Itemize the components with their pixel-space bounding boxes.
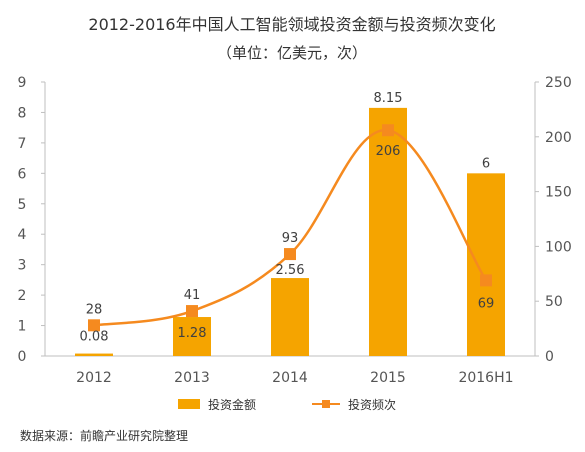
line-data-label: 206 (376, 144, 401, 159)
left-axis-tick-label: 6 (18, 166, 27, 182)
line-data-label: 93 (282, 231, 299, 246)
bar-data-label: 6 (482, 156, 490, 171)
bar-series (75, 107, 505, 356)
left-axis-tick-label: 7 (18, 136, 27, 152)
left-axis-tick-label: 1 (18, 319, 27, 335)
line-marker (382, 124, 394, 137)
line-series (88, 124, 492, 332)
line-data-labels: 28 41 93 206 69 (86, 144, 495, 317)
left-axis-tick-label: 8 (18, 105, 27, 121)
bar (467, 173, 505, 356)
bar-data-label: 8.15 (374, 91, 403, 106)
left-axis-tick-label: 5 (18, 197, 27, 213)
legend-swatch-bar (178, 399, 200, 409)
right-axis-tick-label: 200 (545, 130, 572, 146)
bar (75, 353, 113, 356)
legend-label-line: 投资频次 (348, 397, 396, 412)
line-path (93, 128, 488, 327)
chart-title: 2012-2016年中国人工智能领域投资金额与投资频次变化 (88, 15, 495, 34)
legend: 投资金额 投资频次 (178, 397, 396, 412)
left-axis-tick-label: 0 (18, 349, 27, 365)
line-marker (88, 319, 100, 332)
right-axis-tick-label: 250 (545, 75, 572, 91)
bar-data-labels: 0.08 1.28 2.56 8.15 6 (80, 91, 491, 345)
line-marker (284, 248, 296, 261)
left-axis-tick-label: 2 (18, 288, 27, 304)
bar-data-label: 0.08 (80, 330, 109, 345)
line-data-label: 41 (184, 288, 201, 303)
bar (369, 107, 407, 356)
line-data-label: 28 (86, 302, 103, 317)
legend-swatch-marker (322, 400, 330, 408)
left-axis-tick-label: 3 (18, 258, 27, 274)
left-axis-tick-label: 4 (18, 227, 27, 243)
x-axis-tick-label: 2013 (174, 370, 210, 386)
chart-subtitle: （单位：亿美元，次） (217, 44, 367, 62)
right-axis-tick-label: 150 (545, 185, 572, 201)
line-data-label: 69 (478, 296, 495, 311)
x-axis-tick-label: 2012 (76, 370, 112, 386)
right-axis-ticks: 0 50 100 150 200 250 (535, 75, 572, 365)
bar-data-label: 1.28 (178, 326, 207, 341)
bar (173, 317, 211, 356)
left-axis-ticks: 0 1 2 3 4 5 6 7 8 9 (18, 75, 45, 365)
x-axis-ticks: 2012 2013 2014 2015 2016H1 (76, 370, 513, 386)
source-note: 数据来源：前瞻产业研究院整理 (20, 428, 188, 443)
bar (271, 278, 309, 356)
line-marker (186, 305, 198, 318)
right-axis-tick-label: 0 (545, 349, 554, 365)
legend-label-bar: 投资金额 (208, 397, 256, 412)
x-axis-tick-label: 2014 (272, 370, 308, 386)
right-axis-tick-label: 50 (545, 294, 563, 310)
left-axis-tick-label: 9 (18, 75, 27, 91)
line-marker (480, 274, 492, 287)
bar-data-label: 2.56 (276, 263, 305, 278)
x-axis-tick-label: 2016H1 (458, 370, 513, 386)
x-axis-tick-label: 2015 (370, 370, 406, 386)
right-axis-tick-label: 100 (545, 239, 572, 255)
